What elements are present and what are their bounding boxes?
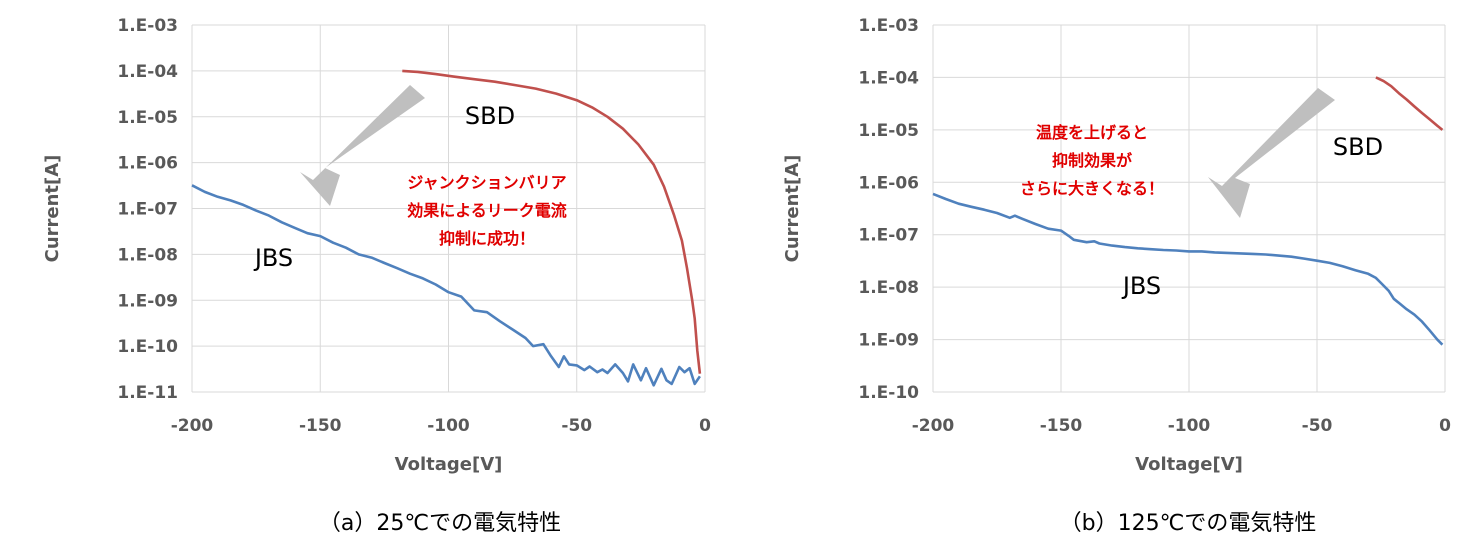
panel-a-x-tick-label: 0 [699, 416, 711, 436]
panel-a-y-tick-label: 1.E-08 [117, 245, 178, 265]
panel-a-x-tick-label: -100 [427, 416, 470, 436]
panel-b-x-axis-label: Voltage[V] [1135, 454, 1243, 475]
panel-b-y-axis-label: Current[A] [782, 155, 803, 263]
panel-a-y-tick-label: 1.E-10 [117, 337, 178, 357]
panel-b-x-tick-label: -200 [912, 416, 955, 436]
panel-b-annotation-line: さらに大きくなる！ [1020, 179, 1164, 198]
panel-a-x-axis-label: Voltage[V] [395, 454, 503, 475]
panel-a-y-tick-label: 1.E-05 [117, 108, 178, 128]
panel-b-annotation-line: 抑制効果が [1052, 151, 1132, 170]
panel-b-series-label-jbs: JBS [1121, 272, 1161, 300]
panel-a-caption: （a）25℃での電気特性 [319, 511, 561, 536]
panel-a-series-sbd [402, 69, 702, 374]
panel-a-y-axis-label: Current[A] [42, 155, 63, 263]
panel-a-x-tick-label: -50 [561, 416, 592, 436]
panel-a-x-tick-label: -150 [299, 416, 342, 436]
panel-b-y-tick-label: 1.E-09 [858, 331, 919, 351]
panel-b-x-tick-label: -50 [1302, 416, 1333, 436]
panel-a-x-tick-label: -200 [171, 416, 214, 436]
panel-a-series-label-sbd: SBD [465, 102, 515, 130]
panel-b-series-sbd [1375, 76, 1444, 131]
panel-b-y-tick-label: 1.E-03 [858, 16, 919, 36]
panel-b-arrow-icon [1208, 88, 1335, 218]
panel-a-y-tick-label: 1.E-07 [117, 200, 178, 220]
panel-a-annotation-line: 効果によるリーク電流 [407, 201, 567, 220]
panel-b-y-tick-label: 1.E-05 [858, 121, 919, 141]
panel-a-y-tick-label: 1.E-11 [117, 383, 178, 403]
panel-a-annotation-line: ジャンクションバリア [407, 173, 566, 192]
panel-b-series-jbs [932, 192, 1444, 346]
panel-b-y-tick-label: 1.E-06 [858, 173, 919, 193]
panel-a-y-tick-label: 1.E-04 [117, 62, 178, 82]
panel-a-series-label-jbs: JBS [253, 244, 293, 272]
panel-b-y-tick-label: 1.E-04 [858, 68, 919, 88]
panel-b-annotation-line: 温度を上げると [1035, 123, 1148, 142]
panel-a-arrow-icon [300, 85, 425, 206]
panel-b-series-label-sbd: SBD [1333, 133, 1383, 161]
panel-a-y-tick-label: 1.E-09 [117, 291, 178, 311]
panel-b-x-tick-label: -150 [1040, 416, 1083, 436]
panel-b-y-tick-label: 1.E-07 [858, 226, 919, 246]
panel-a-y-tick-label: 1.E-06 [117, 154, 178, 174]
panel-b-y-tick-label: 1.E-10 [858, 383, 919, 403]
panel-a-annotation-line: 抑制に成功！ [439, 229, 535, 248]
panel-a-series-jbs [191, 184, 701, 387]
panel-b-x-tick-label: -100 [1168, 416, 1211, 436]
panel-b-x-tick-label: 0 [1439, 416, 1451, 436]
panel-a-y-tick-label: 1.E-03 [117, 16, 178, 36]
panel-b-caption: （b）125℃での電気特性 [1060, 511, 1317, 536]
panel-b-y-tick-label: 1.E-08 [858, 278, 919, 298]
